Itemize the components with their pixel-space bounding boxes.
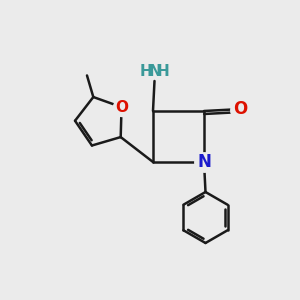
Text: N: N xyxy=(148,64,161,80)
Text: H: H xyxy=(157,64,170,80)
Text: O: O xyxy=(233,100,247,118)
Text: H: H xyxy=(140,64,152,80)
Text: N: N xyxy=(197,153,211,171)
Text: O: O xyxy=(115,100,128,115)
